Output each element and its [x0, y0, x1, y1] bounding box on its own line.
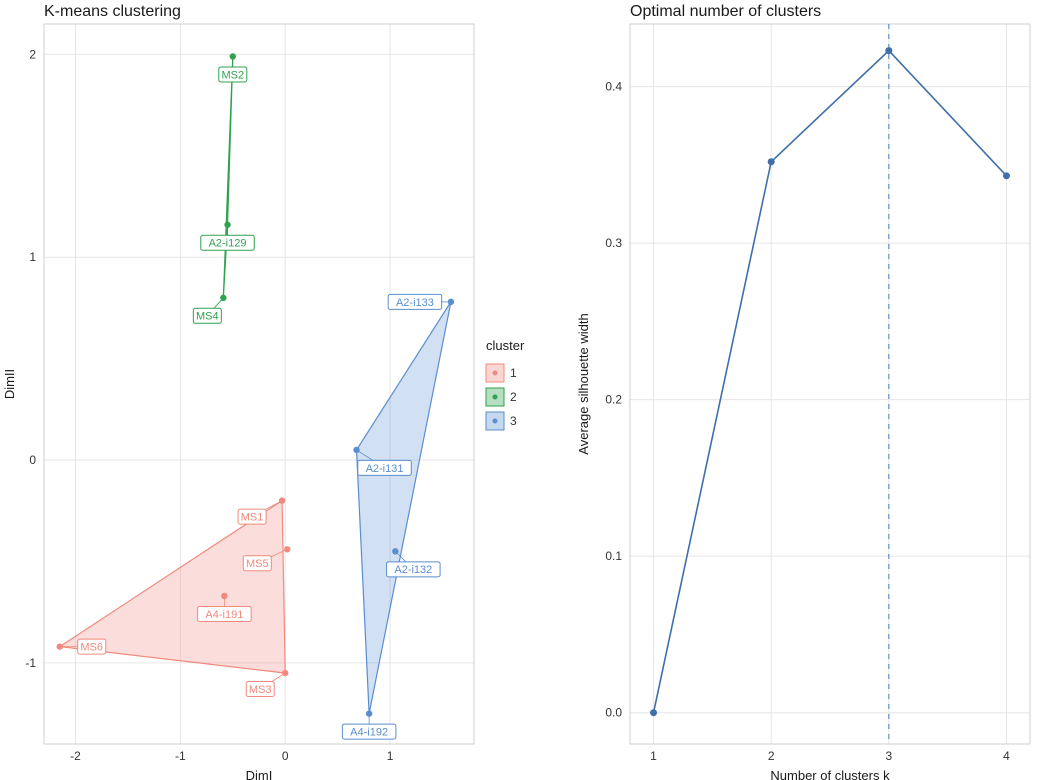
point-label-text: A4-i192 [350, 726, 388, 738]
point-label-text: A4-i191 [205, 609, 243, 621]
y-axis-label: Average silhouette width [576, 313, 591, 454]
y-tick-label: 0.1 [605, 549, 622, 563]
point-label-text: MS5 [246, 558, 269, 570]
point-label-text: A2-i132 [394, 564, 432, 576]
point-label-text: MS4 [196, 311, 219, 323]
point-label-text: MS3 [249, 684, 272, 696]
kmeans-panel: K-means clustering -2 -1 0 1 -1 0 1 2 DimI DimII MS… [0, 0, 570, 780]
cluster-hull [223, 56, 232, 297]
silhouette-title: Optimal number of clusters [630, 3, 821, 20]
x-axis-label: DimI [246, 768, 273, 780]
x-tick-label: -1 [175, 749, 186, 763]
cluster-point [353, 447, 359, 453]
cluster-point [279, 497, 285, 503]
x-axis-label: Number of clusters k [770, 768, 890, 780]
point-label-text: A2-i131 [366, 463, 404, 475]
plot-border [630, 24, 1030, 744]
x-tick-label: 0 [282, 749, 289, 763]
silhouette-point [768, 158, 775, 165]
legend-swatch-dot [493, 371, 498, 376]
y-tick-label: 1 [29, 250, 36, 264]
silhouette-panel: Optimal number of clusters 1 2 3 4 0.0 0.1 0.2 0… [570, 0, 1048, 780]
legend-label: 2 [510, 390, 517, 404]
silhouette-point [650, 709, 657, 716]
x-tick-label: 4 [1003, 749, 1010, 763]
point-label-text: MS1 [241, 512, 264, 524]
cluster-hull [357, 302, 451, 714]
silhouette-point [1003, 172, 1010, 179]
figure-container: K-means clustering -2 -1 0 1 -1 0 1 2 DimI DimII MS… [0, 0, 1048, 780]
point-label-text: MS6 [80, 642, 103, 654]
y-tick-label: 2 [29, 47, 36, 61]
silhouette-point [885, 47, 892, 54]
y-tick-label: 0.4 [605, 80, 622, 94]
kmeans-svg: K-means clustering -2 -1 0 1 -1 0 1 2 DimI DimII MS… [0, 0, 570, 780]
y-tick-label: 0.0 [605, 706, 622, 720]
legend-swatch-dot [493, 395, 498, 400]
y-axis-label: DimII [2, 369, 17, 399]
y-tick-label: -1 [25, 656, 36, 670]
legend-swatch-dot [493, 419, 498, 424]
point-label-text: A2-i129 [209, 238, 247, 250]
x-tick-label: 2 [768, 749, 775, 763]
y-tick-label: 0 [29, 453, 36, 467]
x-tick-label: 3 [885, 749, 892, 763]
legend-label: 3 [510, 414, 517, 428]
x-tick-label: -2 [70, 749, 81, 763]
point-label-text: MS2 [221, 69, 244, 81]
point-label-text: A2-i133 [396, 297, 434, 309]
y-tick-label: 0.2 [605, 393, 622, 407]
x-tick-label: 1 [650, 749, 657, 763]
silhouette-svg: Optimal number of clusters 1 2 3 4 0.0 0.1 0.2 0… [570, 0, 1048, 780]
legend-label: 1 [510, 366, 517, 380]
x-tick-label: 1 [387, 749, 394, 763]
kmeans-title: K-means clustering [44, 3, 181, 20]
silhouette-line [654, 51, 1007, 713]
y-tick-label: 0.3 [605, 236, 622, 250]
legend-title: cluster [486, 338, 525, 353]
